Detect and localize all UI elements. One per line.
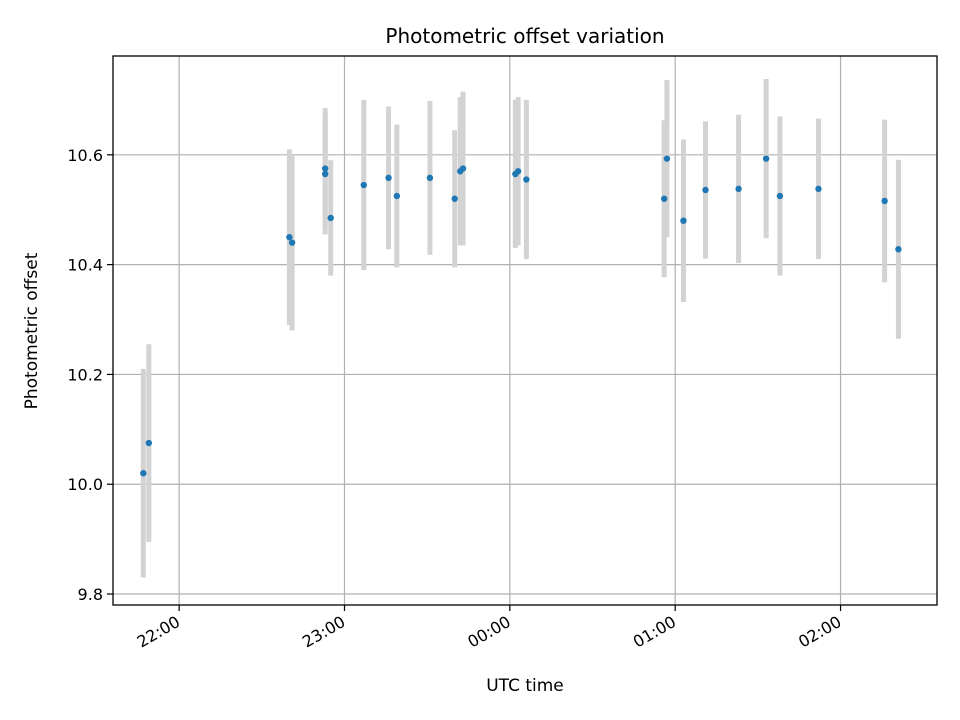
data-point (523, 176, 530, 183)
data-point (360, 181, 367, 189)
data-point (660, 195, 668, 202)
data-point (702, 186, 709, 194)
plot-frame (112, 55, 938, 606)
data-point (815, 185, 822, 193)
x-axis-label: UTC time (486, 676, 564, 696)
grid-layer (113, 56, 937, 605)
y-tick-label: 10.6 (67, 146, 103, 165)
data-point (145, 439, 153, 447)
y-tick-label: 10.4 (67, 256, 103, 275)
data-point (459, 165, 467, 172)
data-point (735, 185, 742, 193)
data-point (385, 174, 392, 182)
y-tick-label: 9.8 (78, 585, 103, 604)
data-point (680, 217, 687, 224)
data-point (881, 197, 888, 205)
y-axis-label: Photometric offset (22, 252, 42, 409)
data-point (514, 168, 522, 175)
y-tick-label: 10.2 (67, 365, 103, 384)
data-point (322, 170, 329, 178)
data-point (393, 192, 401, 200)
data-point (140, 470, 147, 477)
data-point (663, 155, 671, 162)
data-point (426, 174, 434, 182)
data-point (776, 192, 784, 200)
data-point (327, 214, 334, 222)
data-point (451, 195, 458, 202)
data-point (762, 155, 770, 162)
y-axis-ticks: 9.8 10.0 10.2 10.4 10.6 (67, 146, 113, 604)
point-layer (140, 155, 902, 477)
data-point (322, 165, 329, 172)
data-point (286, 233, 293, 241)
data-point (288, 239, 296, 246)
data-point (895, 246, 902, 253)
y-tick-label: 10.0 (67, 475, 103, 494)
chart-title: Photometric offset variation (385, 24, 664, 48)
